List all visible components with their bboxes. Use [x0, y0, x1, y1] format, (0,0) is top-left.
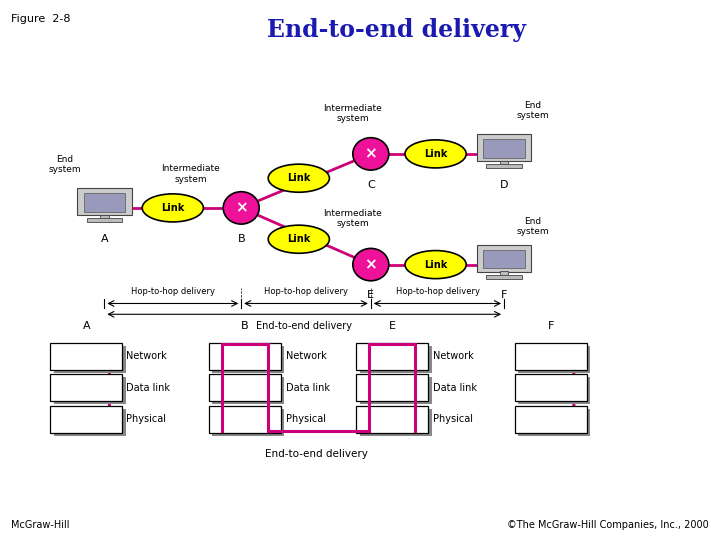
Text: Link: Link [161, 203, 184, 213]
Text: End-to-end delivery: End-to-end delivery [266, 449, 368, 458]
Ellipse shape [268, 164, 330, 192]
Ellipse shape [353, 248, 389, 281]
Text: ×: × [235, 200, 248, 215]
FancyBboxPatch shape [50, 374, 122, 401]
Text: Link: Link [424, 149, 447, 159]
FancyBboxPatch shape [50, 343, 122, 370]
FancyBboxPatch shape [500, 161, 508, 165]
Ellipse shape [405, 251, 467, 279]
FancyBboxPatch shape [486, 275, 522, 279]
FancyBboxPatch shape [515, 406, 587, 433]
FancyBboxPatch shape [477, 134, 531, 161]
Text: F: F [501, 291, 507, 300]
Text: McGraw-Hill: McGraw-Hill [11, 520, 69, 530]
FancyBboxPatch shape [209, 406, 281, 433]
FancyBboxPatch shape [515, 374, 587, 401]
FancyBboxPatch shape [356, 343, 428, 370]
FancyBboxPatch shape [477, 245, 531, 272]
FancyBboxPatch shape [212, 346, 284, 373]
Text: B: B [241, 321, 248, 331]
FancyBboxPatch shape [518, 409, 590, 436]
Text: Network: Network [126, 352, 167, 361]
Text: ×: × [364, 257, 377, 272]
Text: A: A [101, 234, 108, 244]
Text: Hop-to-hop delivery: Hop-to-hop delivery [264, 287, 348, 296]
Text: Hop-to-hop delivery: Hop-to-hop delivery [396, 287, 480, 296]
Text: Network: Network [433, 352, 474, 361]
FancyBboxPatch shape [84, 193, 125, 212]
FancyBboxPatch shape [518, 346, 590, 373]
FancyBboxPatch shape [356, 374, 428, 401]
FancyBboxPatch shape [518, 377, 590, 404]
Text: Intermediate
system: Intermediate system [161, 164, 220, 184]
FancyBboxPatch shape [100, 215, 109, 219]
FancyBboxPatch shape [54, 409, 126, 436]
Text: End
system: End system [48, 155, 81, 174]
Text: D: D [500, 180, 508, 190]
FancyBboxPatch shape [484, 250, 524, 268]
Text: Link: Link [287, 173, 310, 183]
Text: E: E [367, 291, 374, 300]
Text: F: F [548, 321, 554, 331]
Text: Link: Link [287, 234, 310, 244]
FancyBboxPatch shape [360, 409, 432, 436]
Text: End-to-end delivery: End-to-end delivery [256, 321, 352, 331]
Text: Intermediate
system: Intermediate system [323, 104, 382, 123]
Text: Physical: Physical [433, 414, 474, 424]
Ellipse shape [223, 192, 259, 224]
Text: Data link: Data link [126, 383, 170, 393]
Text: B: B [238, 234, 245, 244]
FancyBboxPatch shape [515, 343, 587, 370]
Text: E: E [389, 321, 396, 331]
Text: Link: Link [424, 260, 447, 269]
Ellipse shape [353, 138, 389, 170]
Ellipse shape [142, 194, 203, 222]
FancyBboxPatch shape [360, 346, 432, 373]
Text: End-to-end delivery: End-to-end delivery [266, 18, 526, 42]
Text: Data link: Data link [433, 383, 477, 393]
Text: C: C [367, 180, 374, 190]
FancyBboxPatch shape [360, 377, 432, 404]
Text: End
system: End system [516, 217, 549, 237]
FancyBboxPatch shape [86, 218, 122, 222]
FancyBboxPatch shape [54, 377, 126, 404]
FancyBboxPatch shape [50, 406, 122, 433]
FancyBboxPatch shape [209, 343, 281, 370]
FancyBboxPatch shape [212, 377, 284, 404]
FancyBboxPatch shape [486, 164, 522, 168]
FancyBboxPatch shape [209, 374, 281, 401]
Ellipse shape [268, 225, 330, 253]
Text: Intermediate
system: Intermediate system [323, 209, 382, 228]
FancyBboxPatch shape [77, 188, 132, 215]
FancyBboxPatch shape [500, 272, 508, 276]
FancyBboxPatch shape [484, 139, 524, 158]
Text: Network: Network [286, 352, 327, 361]
FancyBboxPatch shape [54, 346, 126, 373]
Text: Figure  2-8: Figure 2-8 [11, 14, 71, 24]
Text: Physical: Physical [286, 414, 326, 424]
Ellipse shape [405, 140, 467, 168]
Text: ©The McGraw-Hill Companies, Inc., 2000: ©The McGraw-Hill Companies, Inc., 2000 [508, 520, 709, 530]
FancyBboxPatch shape [356, 406, 428, 433]
Text: Physical: Physical [126, 414, 166, 424]
Text: ×: × [364, 146, 377, 161]
Text: Data link: Data link [286, 383, 330, 393]
Text: Hop-to-hop delivery: Hop-to-hop delivery [131, 287, 215, 296]
Text: End
system: End system [516, 101, 549, 120]
Text: A: A [83, 321, 90, 331]
FancyBboxPatch shape [212, 409, 284, 436]
